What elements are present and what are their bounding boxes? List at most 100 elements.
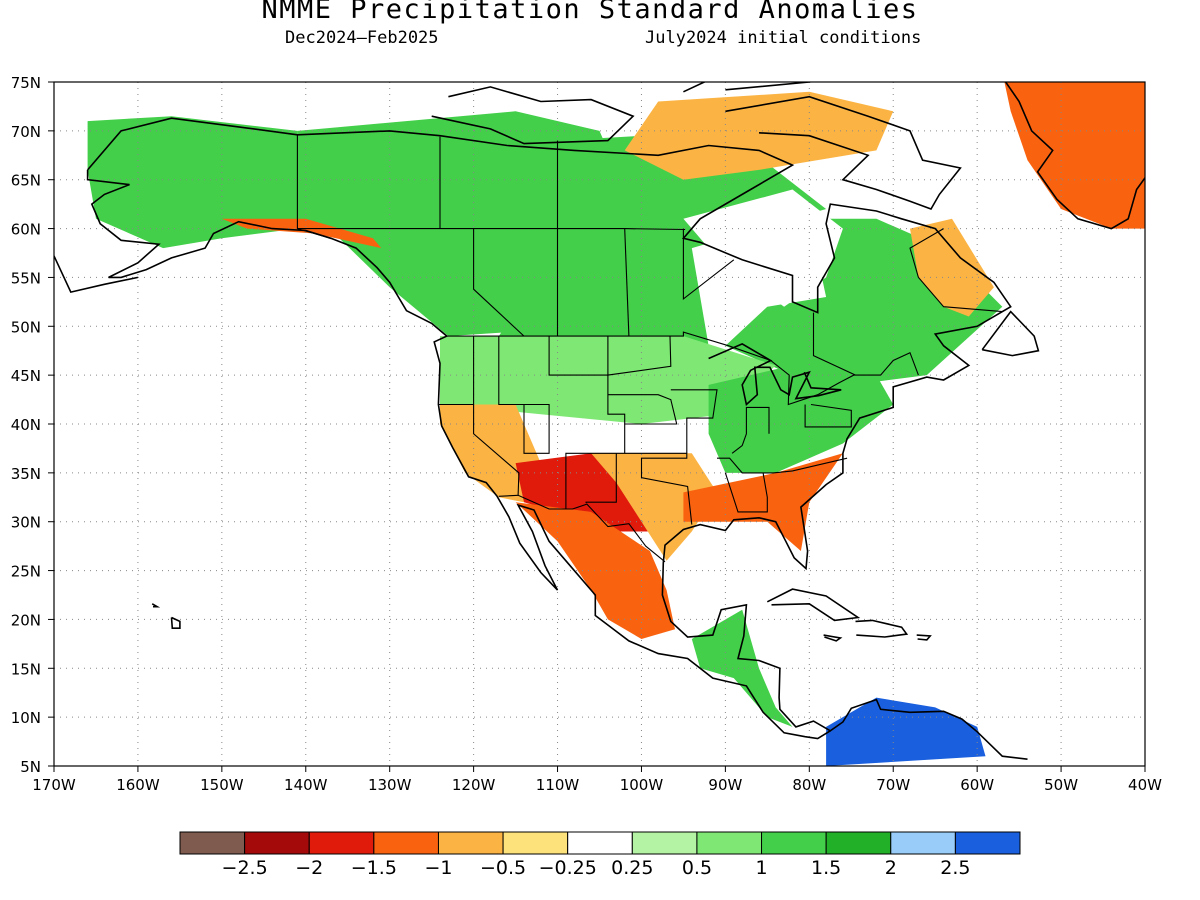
anomaly-region-alaska — [87, 116, 298, 249]
longitude-label: 100W — [620, 776, 664, 794]
anomaly-shading — [87, 82, 1145, 766]
initial-conditions: July2024 initial conditions — [645, 28, 922, 48]
longitude-label: 50W — [1044, 776, 1078, 794]
colorbar — [179, 831, 1021, 855]
colorbar-swatch — [567, 831, 633, 855]
colorbar-swatch — [244, 831, 310, 855]
longitude-label: 160W — [116, 776, 160, 794]
colorbar-swatch — [696, 831, 763, 855]
anomaly-region-southern-plains — [591, 453, 717, 561]
colorbar-tick-label: 0.5 — [682, 857, 712, 879]
coastline-12 — [151, 603, 161, 608]
coastline-3 — [1004, 82, 1145, 230]
border-line-23 — [812, 312, 856, 376]
latitude-label: 30N — [11, 514, 41, 532]
latitude-label: 50N — [11, 318, 41, 336]
anomaly-region-southeast-us — [683, 453, 843, 551]
colorbar-tick-label: −2 — [295, 857, 323, 879]
border-line-2 — [498, 494, 666, 563]
colorbar-swatch — [761, 831, 827, 855]
coastline-5 — [431, 86, 635, 145]
colorbar-tick-label: 2 — [885, 857, 897, 879]
border-line-17 — [473, 228, 525, 337]
border-line-18 — [624, 228, 630, 337]
anomaly-region-central-america — [691, 609, 793, 727]
border-line-24 — [909, 228, 1003, 313]
colorbar-swatch — [502, 831, 569, 855]
colorbar-swatch — [954, 831, 1021, 855]
colorbar-tick-label: 1 — [755, 857, 767, 879]
colorbar-swatch — [631, 831, 698, 855]
forecast-period: Dec2024–Feb2025 — [285, 28, 439, 48]
anomaly-region-northern-south-america — [826, 697, 986, 766]
coastline-0 — [86, 117, 1028, 760]
colorbar-labels: −2.5 −2 −1.5 −1 −0.5 −0.25 0.25 0.5 1 1.5 2 2.5 — [222, 857, 971, 879]
longitude-label: 80W — [792, 776, 826, 794]
latitude-label: 60N — [11, 221, 41, 239]
colorbar-tick-label: −2.5 — [222, 857, 268, 879]
border-line-12 — [717, 457, 848, 474]
colorbar-tick-label: −1 — [424, 857, 452, 879]
colorbar-swatch — [179, 831, 246, 855]
border-line-15 — [804, 403, 852, 428]
latitude-label: 45N — [11, 367, 41, 385]
latitude-label: 10N — [11, 709, 41, 727]
anomaly-region-california — [440, 404, 541, 503]
colorbar-tick-label: 2.5 — [940, 857, 970, 879]
colorbar-swatch — [825, 831, 892, 855]
border-line-6 — [548, 336, 626, 509]
border-line-8 — [607, 394, 678, 425]
coastline-8 — [855, 619, 909, 638]
anomaly-region-mexico — [515, 502, 675, 639]
longitude-label: 130W — [368, 776, 412, 794]
border-line-10 — [585, 453, 617, 504]
border-line-14 — [731, 406, 770, 454]
latitude-label: 40N — [11, 416, 41, 434]
border-line-5 — [498, 336, 550, 454]
border-line-11 — [670, 389, 718, 454]
border-line-19 — [682, 228, 735, 301]
colorbar-tick-label: 1.5 — [811, 857, 841, 879]
coastline-11 — [170, 616, 181, 630]
longitude-label: 120W — [452, 776, 496, 794]
longitude-label: 40W — [1128, 776, 1162, 794]
anomaly-region-canada-central — [498, 130, 827, 376]
colorbar-tick-label: −1.5 — [351, 857, 397, 879]
border-line-1 — [446, 331, 919, 406]
border-line-13 — [724, 472, 768, 513]
coastlines — [54, 82, 1145, 760]
latitude-label: 65N — [11, 172, 41, 190]
anomaly-region-labrador — [910, 218, 994, 317]
anomaly-region-arctic-islands — [624, 91, 894, 180]
latitude-label: 70N — [11, 123, 41, 141]
longitude-label: 90W — [708, 776, 742, 794]
longitude-label: 140W — [284, 776, 328, 794]
latitude-label: 55N — [11, 269, 41, 287]
longitude-label: 150W — [200, 776, 244, 794]
latitude-label: 35N — [11, 465, 41, 483]
colorbar-swatch — [437, 831, 504, 855]
latitude-label: 75N — [11, 74, 41, 92]
latitude-label: 20N — [11, 611, 41, 629]
coastline-9 — [823, 634, 843, 642]
colorbar-tick-label: −0.25 — [539, 857, 597, 879]
coastline-10 — [916, 634, 932, 641]
coastline-4 — [725, 95, 962, 210]
anomaly-region-hudson-bay — [683, 189, 843, 307]
latitude-label: 25N — [11, 563, 41, 581]
border-line-4 — [473, 404, 520, 496]
anomaly-region-greenland — [1004, 82, 1145, 229]
longitude-labels: 170W 160W 150W 140W 130W 120W 110W 100W 90W 80W 70… — [32, 766, 1162, 794]
longitude-label: 170W — [32, 776, 76, 794]
coastline-2 — [708, 343, 842, 407]
map-title: NMME Precipitation Standard Anomalies — [261, 0, 919, 25]
anomaly-region-great-lakes-ohio — [708, 365, 894, 473]
coastline-13 — [981, 310, 1040, 357]
colorbar-swatch — [890, 831, 956, 855]
longitude-label: 110W — [536, 776, 580, 794]
colorbar-swatch — [373, 831, 439, 855]
colorbar-swatch — [308, 831, 375, 855]
colorbar-tick-label: 0.25 — [611, 857, 653, 879]
border-line-20 — [297, 228, 686, 231]
